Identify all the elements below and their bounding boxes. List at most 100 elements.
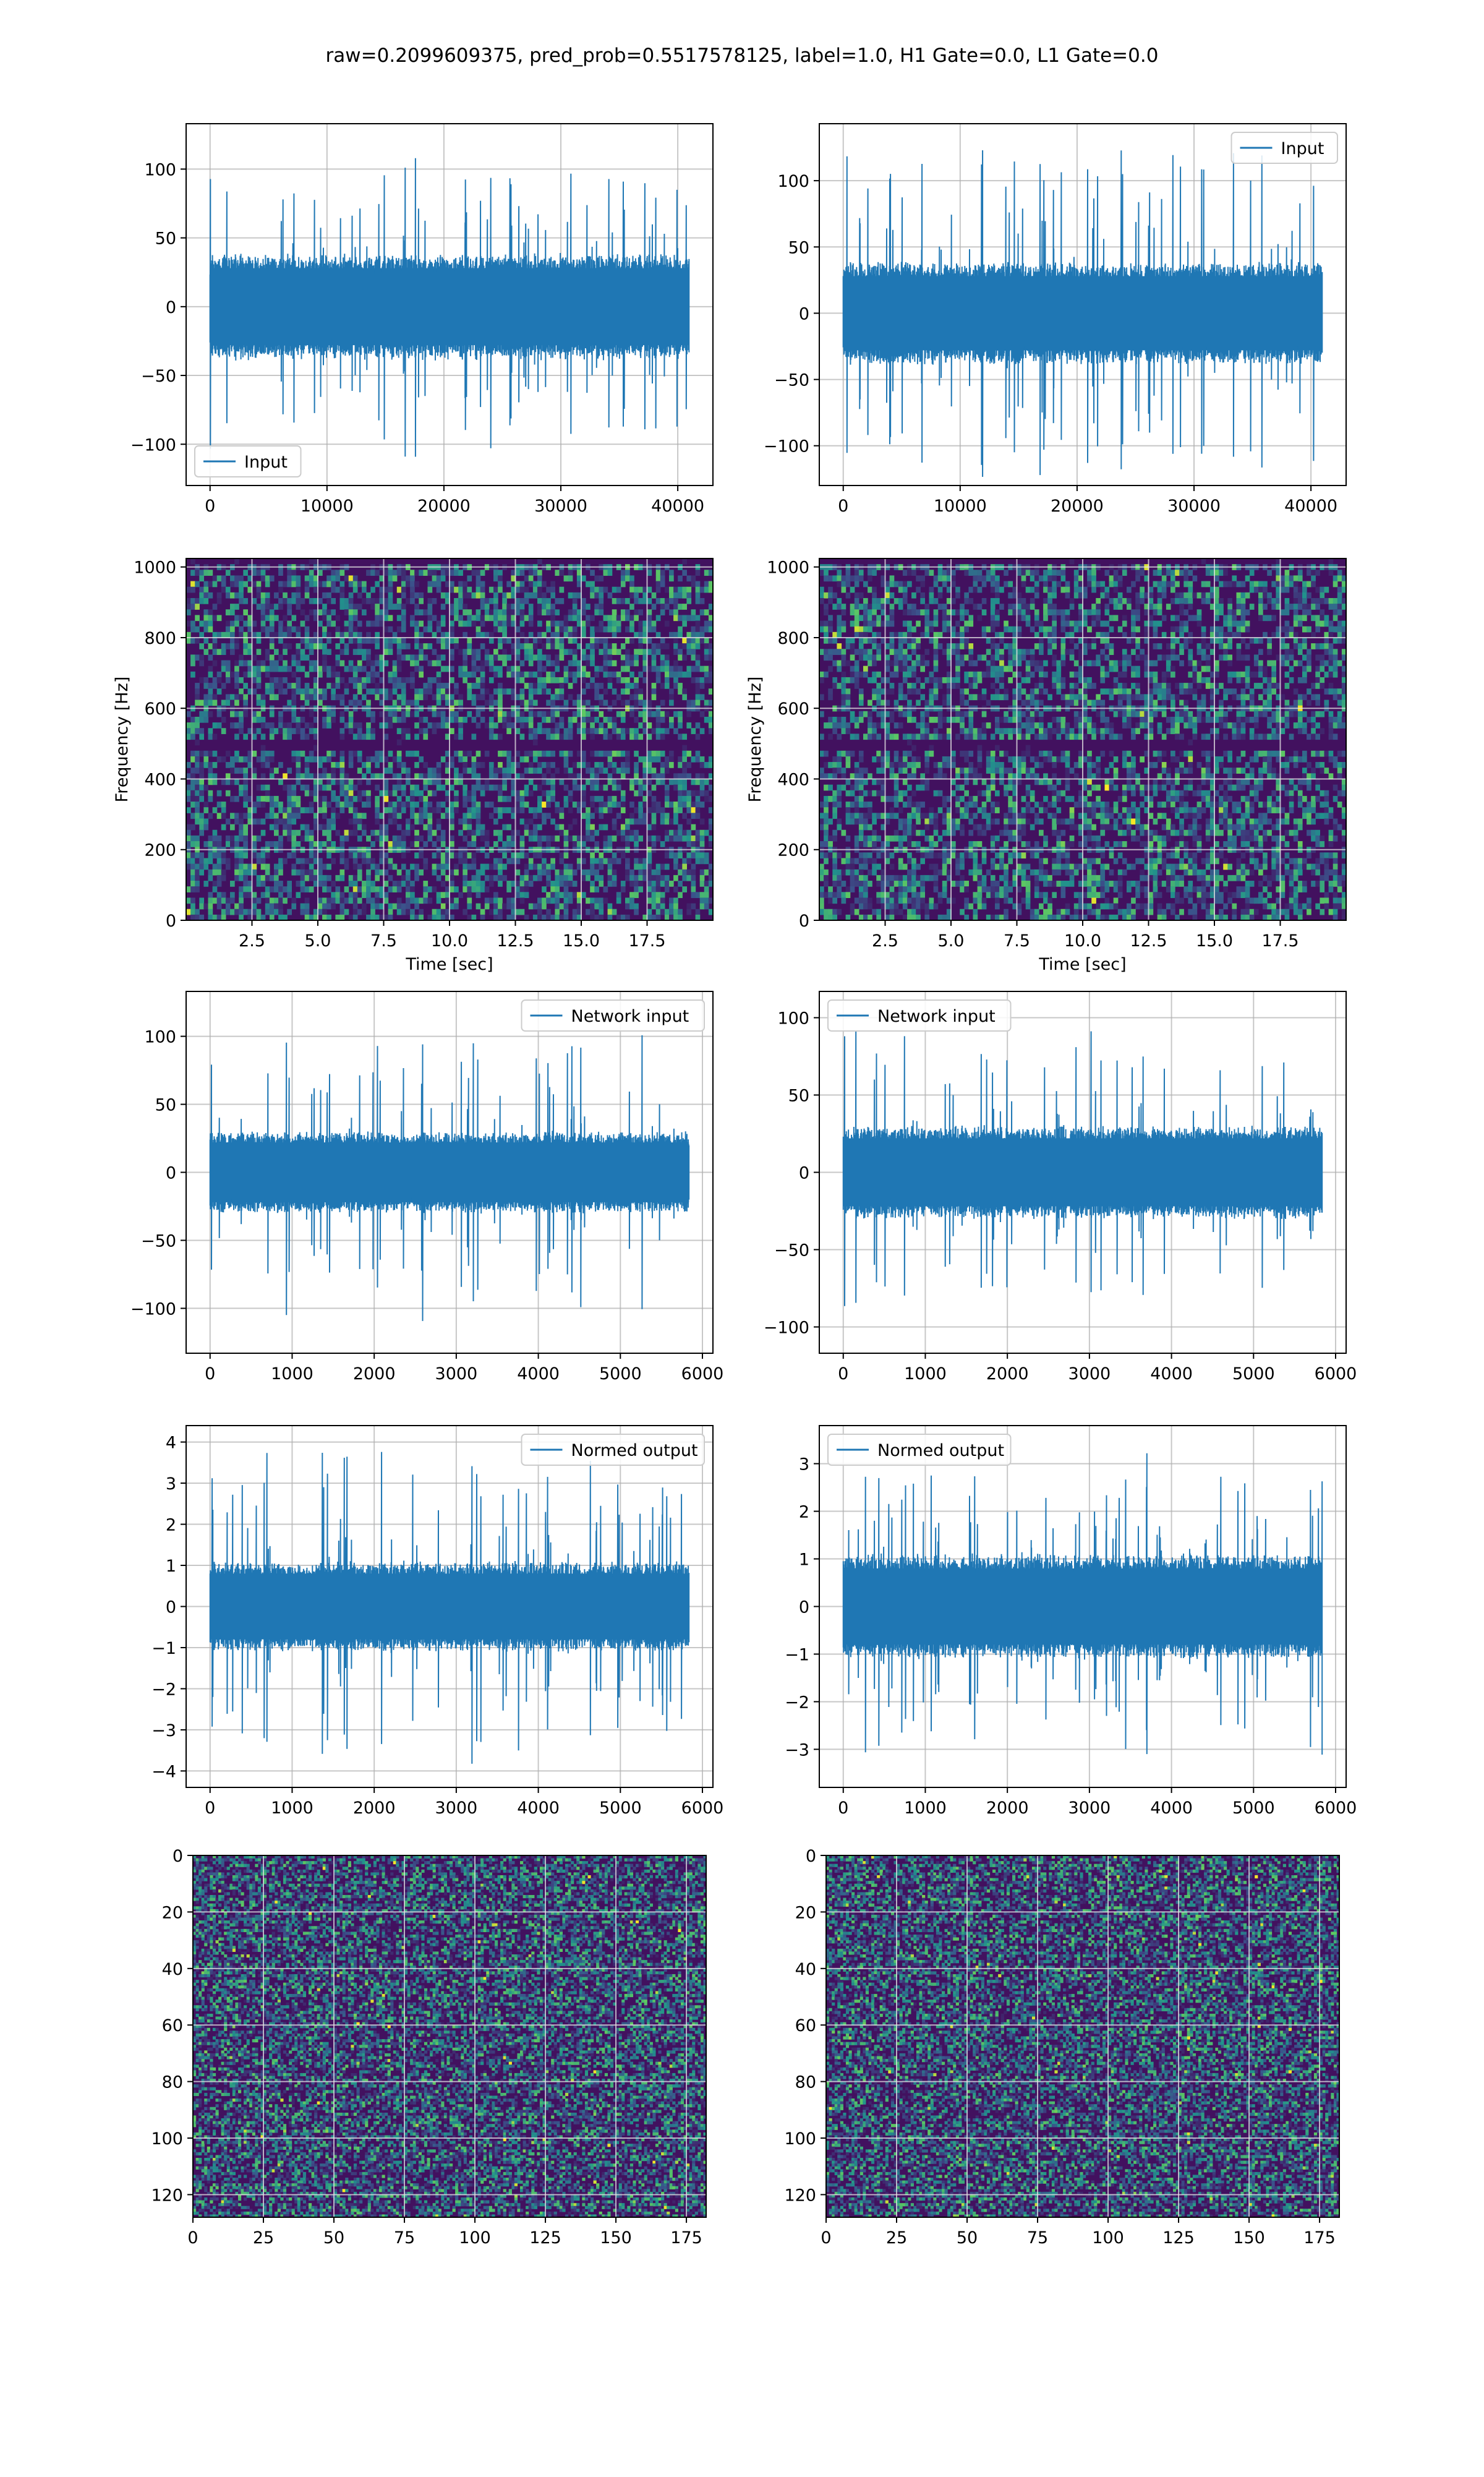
heatmap-cell: [498, 654, 503, 661]
heatmap-cell: [287, 604, 292, 610]
heatmap-cell: [656, 722, 661, 729]
heatmap-cell: [190, 756, 195, 763]
heatmap-cell: [506, 593, 511, 599]
heatmap-cell: [1285, 587, 1290, 593]
heatmap-cell: [537, 598, 542, 604]
heatmap-cell: [419, 654, 424, 661]
heatmap-cell: [450, 604, 454, 610]
heatmap-cell: [1008, 609, 1013, 615]
heatmap-cell: [608, 593, 613, 599]
heatmap-cell: [287, 581, 292, 588]
heatmap-cell: [1263, 615, 1268, 621]
heatmap-cell: [393, 711, 398, 717]
heatmap-cell: [978, 615, 983, 621]
heatmap-cell: [1219, 570, 1224, 576]
heatmap-cell: [603, 785, 608, 791]
heatmap-cell: [428, 897, 433, 904]
heatmap-cell: [243, 768, 248, 774]
heatmap-cell: [1087, 581, 1092, 588]
heatmap-cell: [1201, 558, 1206, 565]
heatmap-cell: [265, 581, 270, 588]
heatmap-cell: [419, 796, 424, 802]
heatmap-cell: [257, 728, 262, 734]
heatmap-cell: [454, 609, 459, 615]
heatmap-cell: [1337, 621, 1342, 627]
heatmap-cell: [270, 813, 275, 819]
heatmap-cell: [428, 587, 433, 593]
heatmap-cell: [305, 886, 310, 892]
heatmap-cell: [199, 813, 204, 819]
heatmap-cell: [647, 615, 652, 621]
heatmap-cell: [656, 870, 661, 876]
heatmap-cell: [344, 643, 349, 649]
heatmap-cell: [599, 768, 603, 774]
heatmap-cell: [203, 694, 208, 700]
heatmap-cell: [195, 638, 200, 644]
heatmap-cell: [1311, 615, 1316, 621]
heatmap-cell: [546, 661, 551, 667]
heatmap-cell: [612, 870, 617, 876]
heatmap-cell: [678, 722, 683, 729]
heatmap-cell: [397, 796, 402, 802]
heatmap-cell: [257, 593, 262, 599]
heatmap-cell: [423, 785, 428, 791]
heatmap-cell: [656, 875, 661, 881]
heatmap-cell: [437, 897, 441, 904]
heatmap-cell: [564, 615, 569, 621]
heatmap-cell: [560, 649, 565, 655]
heatmap-cell: [890, 593, 895, 599]
heatmap-cell: [916, 621, 921, 627]
heatmap-cell: [1100, 587, 1105, 593]
heatmap-cell: [301, 598, 305, 604]
heatmap-cell: [665, 802, 670, 808]
heatmap-cell: [349, 593, 354, 599]
heatmap-cell: [239, 598, 244, 604]
heatmap-cell: [920, 598, 925, 604]
heatmap-cell: [243, 836, 248, 842]
heatmap-cell: [533, 807, 538, 813]
heatmap-cell: [564, 785, 569, 791]
heatmap-cell: [872, 593, 877, 599]
heatmap-cell: [691, 790, 696, 797]
heatmap-cell: [190, 661, 195, 667]
heatmap-cell: [344, 897, 349, 904]
heatmap-cell: [322, 722, 327, 729]
heatmap-cell: [257, 661, 262, 667]
heatmap-cell: [696, 570, 701, 576]
heatmap-cell: [476, 785, 481, 791]
heatmap-cell: [450, 581, 454, 588]
heatmap-cell: [934, 598, 939, 604]
heatmap-cell: [855, 593, 859, 599]
heatmap-cell: [691, 807, 696, 813]
heatmap-cell: [506, 881, 511, 887]
heatmap-cell: [230, 768, 235, 774]
heatmap-cell: [252, 864, 257, 870]
heatmap-cell: [239, 756, 244, 763]
heatmap-cell: [270, 643, 275, 649]
heatmap-cell: [537, 683, 542, 689]
heatmap-cell: [691, 813, 696, 819]
heatmap-cell: [1241, 593, 1246, 599]
heatmap-cell: [410, 802, 415, 808]
heatmap-cell: [217, 892, 222, 898]
heatmap-cell: [217, 575, 222, 581]
heatmap-cell: [318, 666, 323, 672]
heatmap-cell: [410, 785, 415, 791]
heatmap-cell: [301, 609, 305, 615]
heatmap-cell: [344, 830, 349, 836]
heatmap-cell: [322, 643, 327, 649]
heatmap-cell: [1091, 570, 1096, 576]
heatmap-cell: [616, 621, 621, 627]
heatmap-cell: [520, 897, 525, 904]
heatmap-cell: [305, 734, 310, 740]
heatmap-cell: [340, 638, 345, 644]
heatmap-cell: [1114, 615, 1119, 621]
heatmap-cell: [414, 904, 419, 910]
heatmap-cell: [586, 700, 591, 706]
heatmap-cell: [309, 728, 314, 734]
heatmap-cell: [375, 609, 380, 615]
heatmap-cell: [322, 785, 327, 791]
heatmap-cell: [564, 621, 569, 627]
heatmap-cell: [278, 717, 283, 723]
heatmap-cell: [678, 649, 683, 655]
